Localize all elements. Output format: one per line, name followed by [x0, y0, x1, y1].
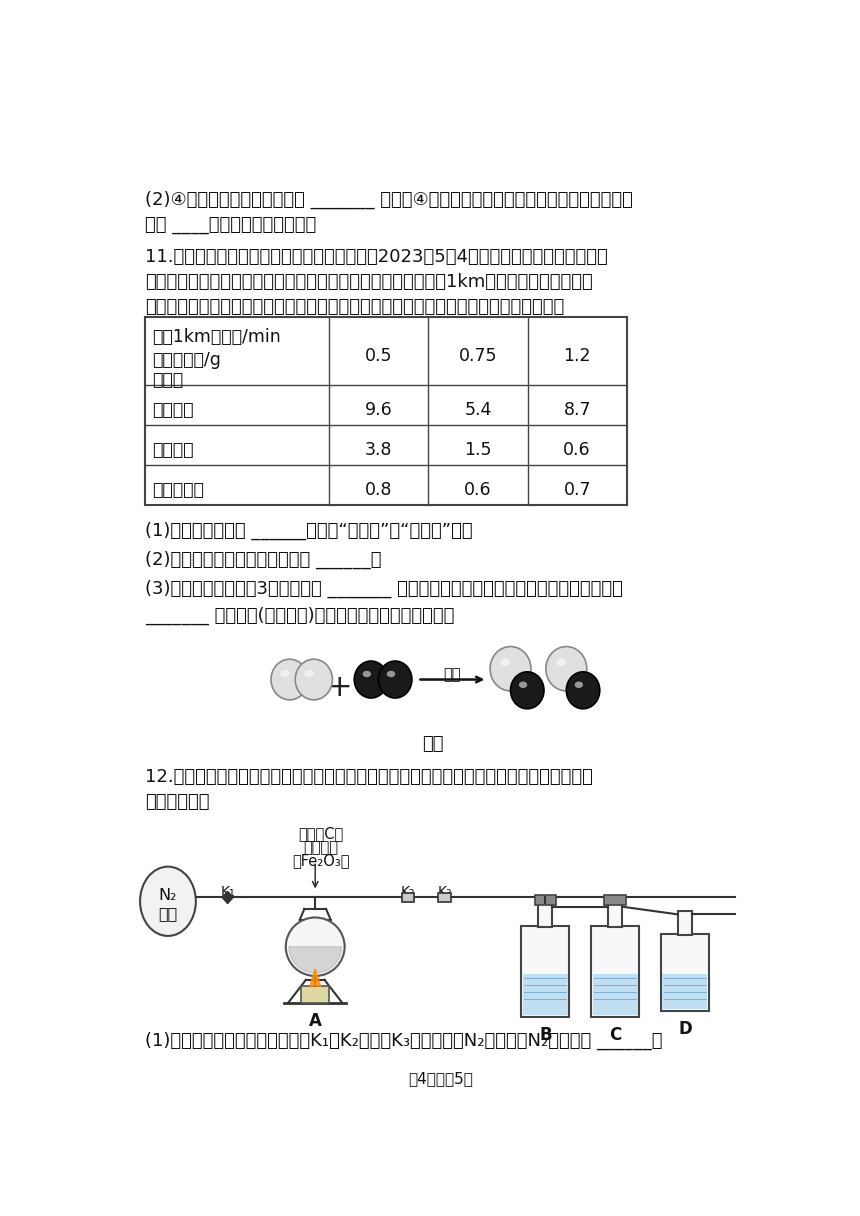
- Text: 氮氧化物: 氮氧化物: [152, 441, 194, 460]
- Ellipse shape: [574, 681, 583, 688]
- Bar: [608, 902, 622, 928]
- Text: 3.8: 3.8: [365, 441, 392, 460]
- Text: 5.4: 5.4: [464, 401, 492, 420]
- Ellipse shape: [354, 662, 388, 698]
- Ellipse shape: [566, 671, 599, 709]
- Bar: [593, 974, 637, 1015]
- Ellipse shape: [304, 670, 314, 677]
- Ellipse shape: [378, 662, 412, 698]
- Bar: [402, 893, 415, 902]
- Bar: [523, 974, 568, 1015]
- Ellipse shape: [490, 647, 531, 691]
- Text: 0.5: 0.5: [365, 347, 392, 365]
- Circle shape: [286, 917, 345, 976]
- Text: 气囊: 气囊: [158, 906, 177, 921]
- Text: 碳氢化合物: 碳氢化合物: [152, 482, 205, 499]
- Bar: [538, 902, 552, 928]
- Ellipse shape: [556, 658, 566, 666]
- Text: B: B: [539, 1026, 551, 1045]
- Text: 8.7: 8.7: [563, 401, 591, 420]
- Text: 1.2: 1.2: [563, 347, 591, 365]
- Text: N₂: N₂: [159, 888, 177, 902]
- Ellipse shape: [295, 659, 333, 700]
- Ellipse shape: [546, 647, 587, 691]
- Ellipse shape: [280, 670, 290, 677]
- Text: 一氧化碳: 一氧化碳: [152, 401, 194, 420]
- Ellipse shape: [511, 671, 544, 709]
- Text: _______ 的量减少(填分子式)，生成的污染物也随之减少。: _______ 的量减少(填分子式)，生成的污染物也随之减少。: [144, 607, 454, 625]
- Text: 第4页，共5页: 第4页，共5页: [408, 1071, 473, 1086]
- Text: 0.6: 0.6: [563, 441, 591, 460]
- Text: K₂: K₂: [401, 885, 415, 899]
- Text: 高温: 高温: [444, 668, 461, 682]
- Bar: [439, 893, 451, 902]
- Polygon shape: [289, 947, 341, 973]
- Text: 0.6: 0.6: [464, 482, 492, 499]
- Text: 0.7: 0.7: [563, 482, 591, 499]
- Text: 大气污染物的质量之间的关系。汽车发动机内高温条件下生成氮氧化物的反应如图所示。: 大气污染物的质量之间的关系。汽车发动机内高温条件下生成氮氧化物的反应如图所示。: [144, 298, 564, 316]
- Ellipse shape: [140, 867, 196, 936]
- Ellipse shape: [363, 671, 371, 677]
- Text: C: C: [609, 1026, 621, 1045]
- Polygon shape: [310, 969, 321, 986]
- Text: D: D: [678, 1020, 691, 1038]
- Text: 0.8: 0.8: [365, 482, 392, 499]
- Text: 焦炭（C）: 焦炭（C）: [298, 826, 343, 840]
- Text: 污染物质量/g: 污染物质量/g: [152, 350, 221, 368]
- Polygon shape: [222, 891, 233, 903]
- Text: 11.　泸州市生态环境局、公安局联合发文，从2023年5月4日起，对机动车排放不合格的: 11. 泸州市生态环境局、公安局联合发文，从2023年5月4日起，对机动车排放不…: [144, 248, 607, 265]
- Text: 0.75: 0.75: [458, 347, 497, 365]
- Ellipse shape: [387, 671, 396, 677]
- Ellipse shape: [501, 658, 511, 666]
- Text: 违法行为进行抓拍。下表测定出汽车在不同速度下，每平均行餶1km，行驶的时间与所排放: 违法行为进行抓拍。下表测定出汽车在不同速度下，每平均行餶1km，行驶的时间与所排…: [144, 272, 593, 291]
- Bar: [605, 895, 626, 905]
- Ellipse shape: [271, 659, 308, 700]
- Text: A: A: [309, 1012, 322, 1030]
- Bar: [660, 934, 709, 1010]
- Bar: [301, 986, 329, 1003]
- Text: 答下列问题：: 答下列问题：: [144, 794, 209, 811]
- Bar: [521, 925, 569, 1017]
- Text: 12.　工业上可用焦炭与赤铁矿冶炼铁。实验室用如图所示装置模拟冶炼铁并探究其产物。回: 12. 工业上可用焦炭与赤铁矿冶炼铁。实验室用如图所示装置模拟冶炼铁并探究其产物…: [144, 769, 593, 786]
- Text: (2)④反应中氮的化合价升高了 _______ 价。若④恰好完全反应，所得砵酸溶液的溶质质量分: (2)④反应中氮的化合价升高了 _______ 价。若④恰好完全反应，所得砵酸溶…: [144, 191, 633, 209]
- Text: 数为 ____（列出计算式即可）。: 数为 ____（列出计算式即可）。: [144, 216, 316, 233]
- Text: 甲图: 甲图: [422, 734, 444, 753]
- Text: K₁: K₁: [220, 885, 235, 899]
- Text: 和赤铁矿: 和赤铁矿: [303, 840, 338, 855]
- Text: 1.5: 1.5: [464, 441, 492, 460]
- Text: （Fe₂O₃）: （Fe₂O₃）: [292, 854, 349, 868]
- Text: (2)甲图所示反应的化学方程式为 ______。: (2)甲图所示反应的化学方程式为 ______。: [144, 551, 381, 569]
- Text: K₃: K₃: [438, 885, 452, 899]
- Bar: [678, 911, 691, 935]
- Text: (1)酒精噴灯加热前，先打开活塞K₁和K₂，关闭K₃，将气囊中N₂鼓入。通N₂的目的是 ______。: (1)酒精噴灯加热前，先打开活塞K₁和K₂，关闭K₃，将气囊中N₂鼓入。通N₂的…: [144, 1032, 662, 1051]
- Text: 污染物: 污染物: [152, 371, 183, 389]
- Text: (1)碳氢化合物属于 ______（选填“有机物”或“无机物”）。: (1)碳氢化合物属于 ______（选填“有机物”或“无机物”）。: [144, 522, 472, 540]
- Bar: [591, 925, 639, 1017]
- Ellipse shape: [519, 681, 527, 688]
- Text: 行餶1km的时间/min: 行餶1km的时间/min: [152, 327, 281, 345]
- Text: +: +: [327, 672, 353, 702]
- Bar: [535, 895, 556, 905]
- Text: 9.6: 9.6: [365, 401, 393, 420]
- Bar: [662, 974, 707, 1009]
- Text: (3)随汽车速度降低，3种污染物中 _______ 的质量在持续减少，因为减速时使进入发动机的: (3)随汽车速度降低，3种污染物中 _______ 的质量在持续减少，因为减速时…: [144, 580, 623, 598]
